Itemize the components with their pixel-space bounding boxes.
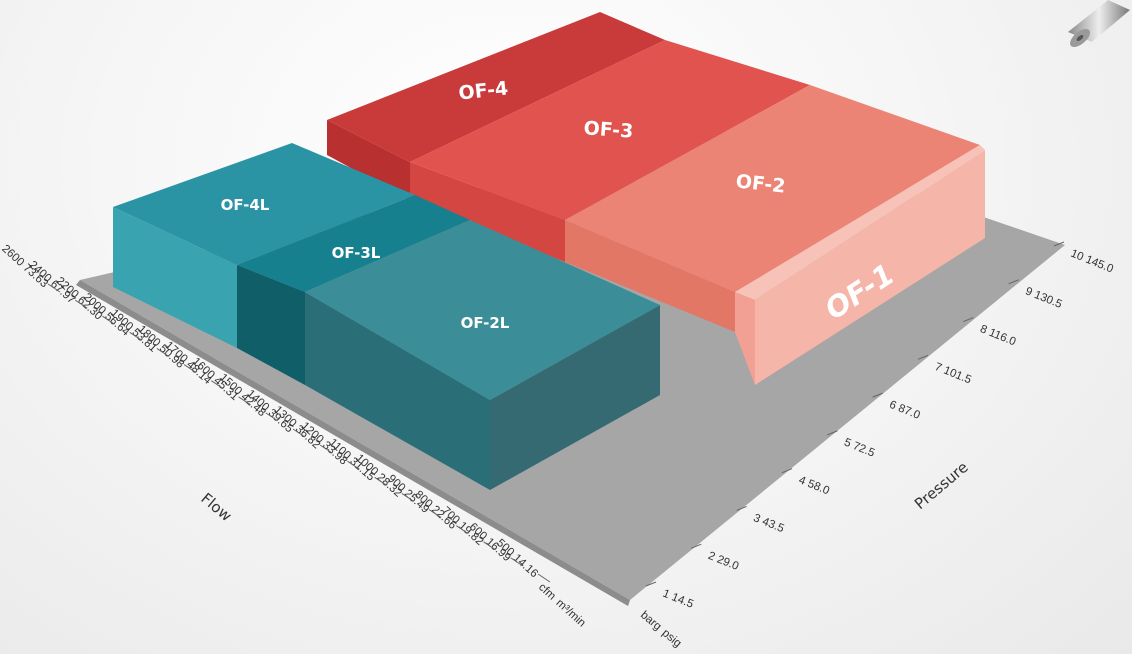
flow-tick-mark	[456, 525, 469, 535]
flow-tick-mark	[292, 428, 306, 438]
flow-tick-mark	[319, 444, 333, 454]
label-of-3: OF-3	[583, 117, 634, 142]
flow-tick-mark	[401, 493, 415, 502]
block-of-2l-top	[305, 220, 660, 400]
pressure-tick-mark	[691, 543, 702, 549]
block-of-2l-side	[490, 305, 660, 490]
floor-edge	[76, 280, 630, 606]
pressure-tick-label: 5 72.5	[842, 437, 876, 460]
filter-tool-icon	[1068, 0, 1130, 47]
pressure-tick-label: 3 43.5	[752, 512, 786, 535]
block-of-3l-top	[237, 195, 470, 292]
block-of-4-front	[327, 120, 410, 200]
flow-tick-mark	[510, 557, 524, 567]
block-of-2-front	[565, 220, 735, 332]
block-of-3l-front	[237, 265, 305, 385]
block-of-1-top	[735, 145, 985, 300]
pressure-tick-label: 1 14.5	[661, 588, 695, 611]
flow-tick-mark	[129, 331, 142, 341]
pressure-tick-mark	[1053, 241, 1065, 247]
block-of-4-top	[327, 12, 665, 162]
label-of-4: OF-4	[458, 77, 510, 104]
pressure-tick-label: 2 29.0	[706, 550, 740, 573]
block-of-2l-front	[305, 292, 490, 490]
pressure-tick-label: 6 87.0	[888, 399, 922, 422]
pressure-tick-mark	[736, 505, 747, 511]
pressure-tick-label: 4 58.0	[797, 474, 831, 497]
pressure-tick-mark	[872, 392, 883, 398]
flow-tick-mark	[374, 476, 387, 486]
label-of-2l: OF-2L	[461, 314, 510, 332]
flow-tick-mark	[211, 380, 224, 390]
flow-axis-title: Flow	[197, 489, 235, 525]
pressure-tick-mark	[645, 581, 657, 587]
pressure-tick-mark	[827, 430, 838, 436]
pressure-tick-mark	[781, 468, 793, 474]
flow-tick-mark	[183, 364, 197, 373]
flow-tick-mark	[265, 412, 279, 422]
block-of-2-top	[565, 85, 980, 292]
flow-unit-label: cfmm³/min	[536, 581, 588, 629]
flow-tick-mark	[102, 315, 115, 325]
block-of-3-top	[410, 40, 810, 220]
block-of-1-front	[735, 292, 755, 385]
pressure-tick-mark	[963, 317, 974, 323]
label-of-3l: OF-3L	[332, 244, 381, 262]
block-of-1-side	[755, 150, 985, 385]
flow-tick-mark	[483, 541, 496, 551]
pressure-axis-title: Pressure	[911, 458, 972, 513]
pressure-tick-label: 8 116.0	[978, 323, 1017, 348]
label-of-2: OF-2	[735, 170, 787, 197]
flow-tick-mark	[238, 396, 251, 406]
flow-tick-mark	[428, 509, 442, 518]
pressure-tick-label: 7 101.5	[933, 361, 973, 387]
pressure-unit-label: bargpsig	[638, 609, 683, 650]
pressure-tick-mark	[917, 354, 929, 360]
block-of-4l-front	[113, 207, 237, 348]
flow-tick-mark	[74, 299, 88, 309]
block-of-3-front	[410, 162, 565, 262]
pressure-tick-mark	[1008, 279, 1019, 285]
pressure-tick-label: 9 130.5	[1024, 285, 1064, 311]
block-of-4l-top	[113, 143, 415, 265]
label-of-4l: OF-4L	[221, 196, 270, 214]
flow-tick-mark	[47, 283, 61, 293]
flow-tick-mark	[537, 573, 551, 583]
flow-tick-mark	[156, 348, 170, 357]
pressure-tick-label: 10 145.0	[1069, 248, 1115, 276]
flow-tick-mark	[347, 460, 360, 470]
